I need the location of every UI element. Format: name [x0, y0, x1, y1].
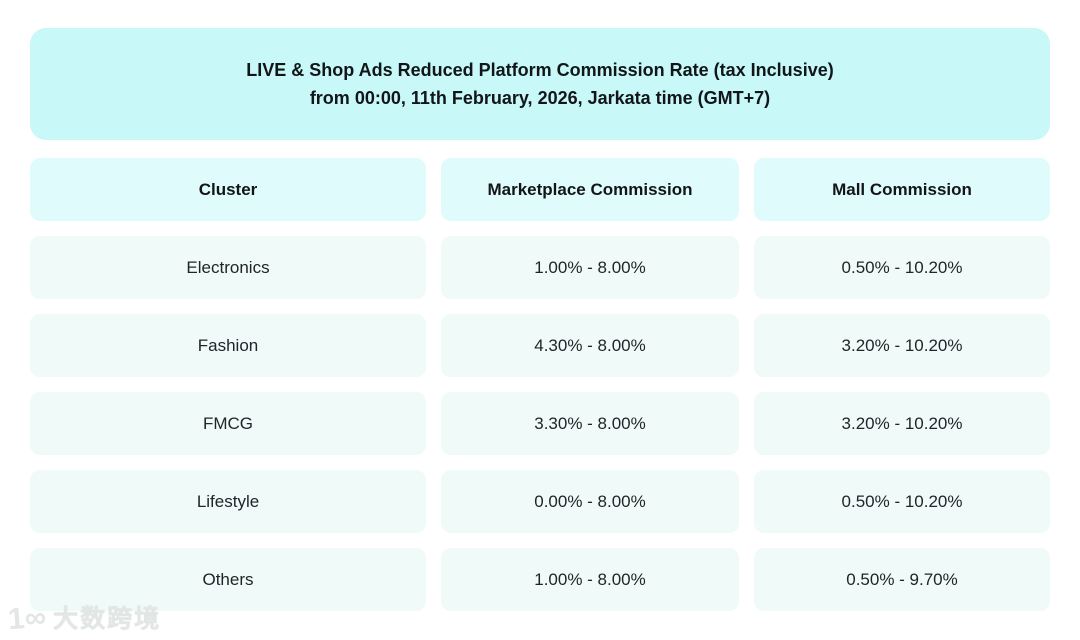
table-cell-marketplace: 0.00% - 8.00% — [441, 470, 739, 533]
table-cell-marketplace: 1.00% - 8.00% — [441, 548, 739, 611]
table-cell-mall: 3.20% - 10.20% — [754, 314, 1050, 377]
page-subtitle: from 00:00, 11th February, 2026, Jarkata… — [309, 88, 771, 108]
commission-table: Cluster Marketplace Commission Mall Comm… — [30, 158, 1050, 611]
table-cell-mall: 0.50% - 9.70% — [754, 548, 1050, 611]
watermark-brand-text: 大数跨境 — [53, 605, 162, 633]
table-cell-cluster: FMCG — [30, 392, 426, 455]
table-cell-cluster: Electronics — [30, 236, 426, 299]
table-cell-mall: 0.50% - 10.20% — [754, 236, 1050, 299]
column-header-cluster: Cluster — [30, 158, 426, 221]
column-header-mall-commission: Mall Commission — [754, 158, 1050, 221]
table-cell-marketplace: 3.30% - 8.00% — [441, 392, 739, 455]
table-cell-marketplace: 1.00% - 8.00% — [441, 236, 739, 299]
table-cell-marketplace: 4.30% - 8.00% — [441, 314, 739, 377]
page-title: LIVE & Shop Ads Reduced Platform Commiss… — [246, 60, 834, 80]
column-header-marketplace-commission: Marketplace Commission — [441, 158, 739, 221]
table-cell-cluster: Lifestyle — [30, 470, 426, 533]
table-cell-mall: 3.20% - 10.20% — [754, 392, 1050, 455]
table-cell-cluster: Others — [30, 548, 426, 611]
title-banner: LIVE & Shop Ads Reduced Platform Commiss… — [30, 28, 1050, 140]
table-cell-cluster: Fashion — [30, 314, 426, 377]
watermark: 1∞ 大数跨境 — [6, 600, 162, 637]
table-cell-mall: 0.50% - 10.20% — [754, 470, 1050, 533]
watermark-logo-icon: 1∞ — [6, 600, 48, 637]
